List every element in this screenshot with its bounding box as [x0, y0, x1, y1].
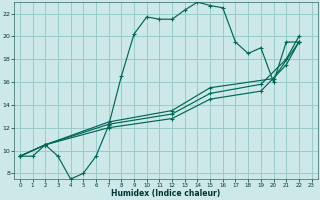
X-axis label: Humidex (Indice chaleur): Humidex (Indice chaleur) [111, 189, 220, 198]
